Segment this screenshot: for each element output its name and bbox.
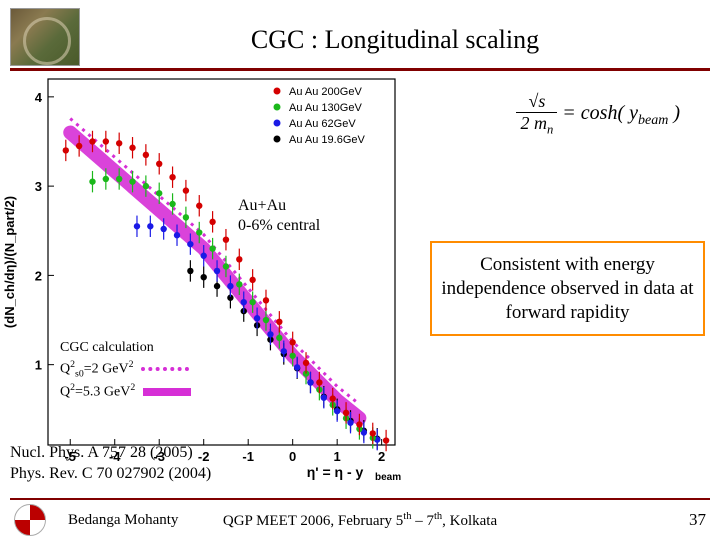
header-thumbnail	[10, 8, 80, 66]
svg-text:1: 1	[334, 449, 341, 464]
solid-swatch	[143, 388, 191, 396]
calc-line2: Q2=5.3 GeV2	[60, 381, 191, 403]
slide-header: CGC : Longitudinal scaling	[0, 0, 720, 66]
annotation-line2: 0-6% central	[238, 216, 320, 236]
formula-numerator: √s	[516, 91, 557, 113]
svg-text:0: 0	[289, 449, 296, 464]
footer-rule	[10, 498, 710, 500]
slide-content: 1234-5-4-3-2-1012(dN_ch/dη)/(N_part/2)η'…	[0, 71, 720, 501]
formula-denominator: 2 mn	[516, 113, 557, 138]
footer-author: Bedanga Mohanty	[68, 512, 178, 529]
cgc-calc-label: CGC calculation Q2s0=2 GeV2 Q2=5.3 GeV2	[60, 339, 191, 402]
svg-text:3: 3	[35, 179, 42, 194]
page-number: 37	[689, 510, 706, 530]
slide-title: CGC : Longitudinal scaling	[80, 19, 710, 55]
svg-text:Au Au 130GeV: Au Au 130GeV	[289, 102, 362, 114]
svg-text:4: 4	[35, 90, 43, 105]
slide-footer: Bedanga Mohanty QGP MEET 2006, February …	[0, 498, 720, 536]
ref-2: Phys. Rev. C 70 027902 (2004)	[10, 464, 211, 485]
svg-text:Au Au 62GeV: Au Au 62GeV	[289, 118, 356, 130]
formula: √s 2 mn = cosh( ybeam )	[516, 91, 680, 138]
footer-logo-icon	[14, 504, 46, 536]
svg-text:-1: -1	[242, 449, 254, 464]
calc-line1: Q2s0=2 GeV2	[60, 358, 191, 381]
svg-text:2: 2	[378, 449, 385, 464]
callout-box: Consistent with energy independence obse…	[430, 241, 705, 336]
svg-text:beam: beam	[375, 472, 401, 481]
references: Nucl. Phys. A 757 28 (2005) Phys. Rev. C…	[10, 443, 211, 485]
annotation-line1: Au+Au	[238, 196, 320, 216]
formula-rhs: = cosh( ybeam )	[562, 102, 680, 124]
scaling-chart: 1234-5-4-3-2-1012(dN_ch/dη)/(N_part/2)η'…	[0, 71, 405, 481]
calc-title: CGC calculation	[60, 339, 191, 358]
chart-annotation: Au+Au 0-6% central	[238, 196, 320, 236]
svg-text:2: 2	[35, 268, 42, 283]
svg-text:(dN_ch/dη)/(N_part/2): (dN_ch/dη)/(N_part/2)	[2, 196, 17, 328]
svg-text:η' = η - y: η' = η - y	[307, 464, 364, 480]
svg-text:Au Au 19.6GeV: Au Au 19.6GeV	[289, 134, 365, 146]
dash-swatch	[141, 367, 189, 371]
footer-meeting: QGP MEET 2006, February 5th – 7th, Kolka…	[223, 511, 497, 530]
svg-text:Au Au 200GeV: Au Au 200GeV	[289, 86, 362, 98]
ref-1: Nucl. Phys. A 757 28 (2005)	[10, 443, 211, 464]
svg-text:1: 1	[35, 358, 42, 373]
